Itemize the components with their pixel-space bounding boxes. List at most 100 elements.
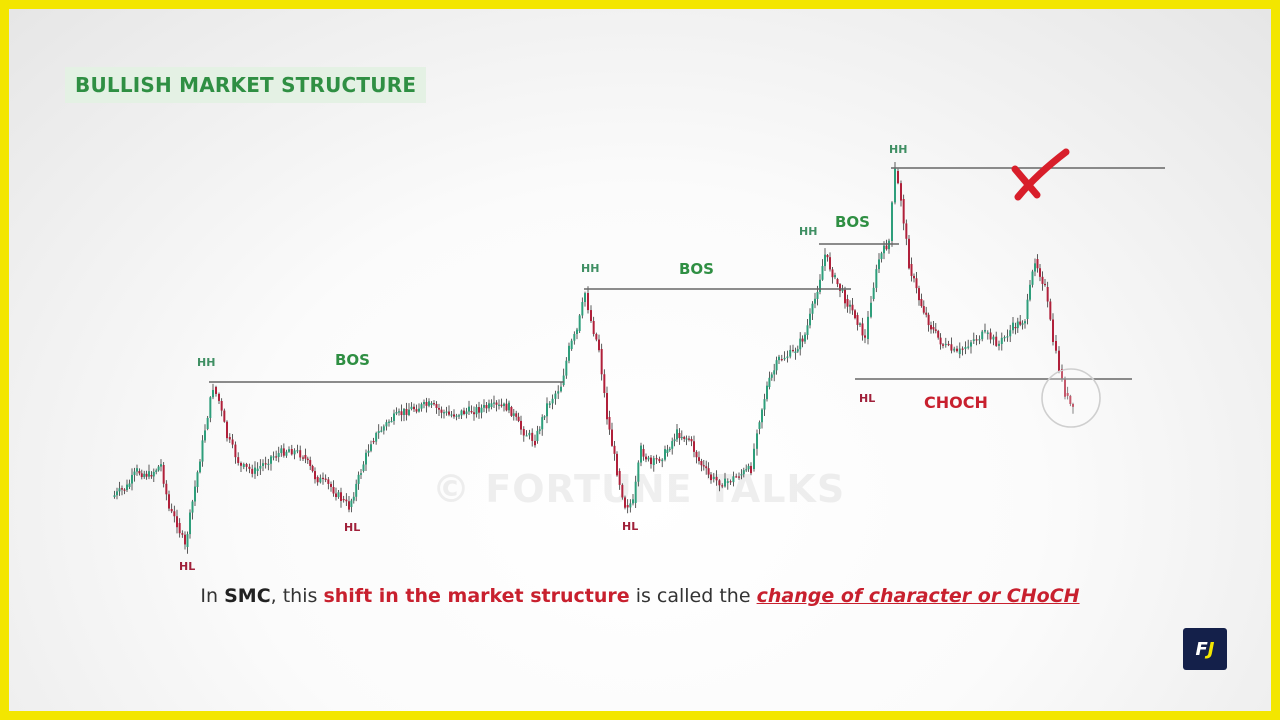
candle-body-189 (600, 349, 603, 375)
candle-body-360 (1044, 283, 1046, 286)
candle-body-13 (145, 473, 148, 477)
caption-smc: SMC (224, 585, 271, 607)
candle-body-62 (275, 456, 278, 458)
choch-label: CHOCH (924, 393, 988, 412)
candle-body-305 (900, 183, 902, 201)
candle-body-85 (335, 493, 337, 498)
candle-body-68 (290, 449, 293, 455)
candle-body-83 (330, 483, 332, 487)
candle-body-7 (131, 474, 133, 484)
candle-body-160 (522, 429, 525, 436)
candle-body-14 (148, 471, 150, 477)
candle-body-237 (724, 478, 726, 487)
candle-body-24 (173, 511, 176, 517)
candle-body-1 (116, 491, 118, 496)
candle-body-18 (157, 466, 160, 471)
candle-body-23 (170, 509, 173, 512)
candle-body-306 (902, 199, 905, 224)
candle-body-48 (237, 457, 240, 463)
candle-body-166 (538, 429, 541, 431)
candle-body-44 (226, 421, 228, 439)
candle-body-319 (934, 329, 937, 331)
candle-body-132 (453, 414, 455, 417)
candle-body-243 (740, 474, 743, 476)
candle-body-302 (891, 202, 893, 241)
candle-body-274 (819, 279, 821, 292)
slide: BULLISH MARKET STRUCTURE © FORTUNE TALKS… (9, 9, 1271, 711)
candle-body-34 (199, 461, 201, 473)
candle-body-349 (1016, 321, 1019, 329)
candle-body-138 (468, 406, 470, 412)
candle-body-207 (647, 457, 650, 460)
hl-label-2: HL (344, 521, 360, 534)
hl-label-4: HL (859, 392, 875, 405)
candle-body-368 (1066, 393, 1069, 396)
candle-body-43 (223, 410, 226, 422)
candle-body-5 (126, 484, 128, 491)
candle-body-12 (143, 473, 146, 477)
candle-body-121 (425, 402, 428, 406)
candle-body-209 (652, 458, 655, 465)
candle-body-347 (1012, 322, 1014, 331)
red-x-mark-icon (1011, 148, 1070, 201)
candle-body-224 (690, 439, 693, 442)
candle-body-60 (270, 456, 272, 464)
candle-body-241 (735, 476, 738, 478)
candle-body-325 (950, 344, 953, 351)
candle-body-87 (340, 492, 342, 502)
candle-body-296 (875, 269, 878, 288)
candle-body-111 (400, 411, 403, 416)
candle-body-282 (839, 284, 841, 291)
candle-body-362 (1049, 301, 1052, 320)
candle-body-363 (1052, 319, 1054, 342)
candle-body-184 (587, 293, 589, 311)
candle-body-204 (640, 445, 642, 463)
candle-body-84 (332, 487, 335, 494)
candle-body-95 (360, 473, 362, 475)
candle-body-151 (500, 404, 503, 407)
candle-body-86 (337, 492, 340, 498)
candle-body-235 (718, 480, 721, 486)
candle-body-205 (642, 449, 645, 457)
candle-body-126 (438, 407, 440, 410)
candle-body-128 (443, 412, 445, 414)
candle-body-244 (742, 470, 745, 475)
candle-body-61 (272, 456, 275, 458)
candle-body-31 (191, 501, 194, 513)
candle-body-58 (264, 463, 267, 465)
candle-body-301 (888, 240, 890, 250)
candle-body-317 (930, 325, 932, 330)
candle-body-120 (423, 402, 425, 405)
candle-body-115 (410, 406, 413, 409)
candle-body-277 (826, 255, 829, 258)
logo-letter-f: F (1195, 638, 1208, 660)
candle-body-147 (490, 403, 493, 407)
candle-body-27 (181, 533, 184, 535)
candle-body-217 (673, 439, 676, 442)
candle-body-198 (624, 497, 626, 508)
candle-body-134 (458, 415, 460, 417)
candle-body-50 (242, 464, 245, 467)
candle-body-108 (393, 413, 395, 421)
candle-body-145 (485, 405, 488, 409)
candle-body-94 (357, 474, 360, 484)
candle-body-331 (967, 346, 970, 348)
candle-body-179 (573, 334, 576, 341)
candle-body-270 (809, 313, 811, 326)
candle-body-206 (645, 456, 647, 460)
candle-body-89 (345, 499, 348, 502)
candle-body-47 (234, 444, 237, 458)
candle-body-273 (816, 291, 819, 299)
candle-body-366 (1061, 369, 1063, 379)
candle-body-249 (756, 433, 758, 449)
candle-body-239 (729, 481, 732, 483)
candle-body-201 (632, 499, 634, 504)
candle-body-278 (829, 257, 831, 270)
candle-body-159 (520, 420, 522, 430)
candle-body-123 (430, 403, 433, 405)
candle-body-292 (864, 335, 866, 338)
candle-body-176 (565, 360, 568, 376)
candle-body-30 (189, 512, 191, 535)
candle-body-309 (910, 264, 913, 276)
candle-body-344 (1003, 337, 1006, 339)
